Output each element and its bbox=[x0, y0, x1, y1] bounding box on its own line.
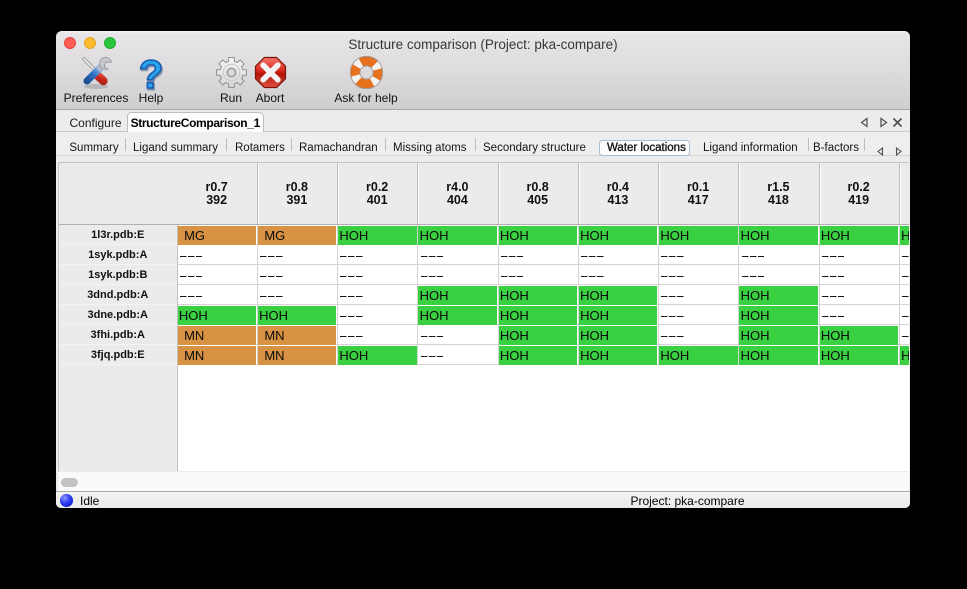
svg-text:?: ? bbox=[139, 53, 163, 95]
svg-text:?: ? bbox=[140, 55, 164, 96]
